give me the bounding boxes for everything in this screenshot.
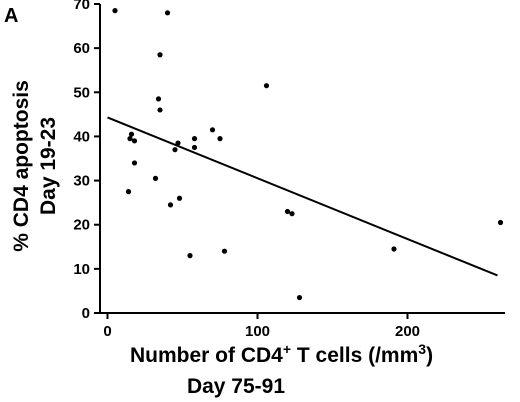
x-tick-label: 100 — [245, 323, 270, 340]
x-axis-title-line2: Day 75-91 — [187, 375, 285, 398]
data-point — [296, 294, 303, 301]
x-axis-title: Number of CD4+ T cells (/mm3) — [130, 341, 433, 367]
data-point — [263, 83, 270, 89]
y-tick-label: 60 — [73, 40, 90, 57]
data-point — [127, 136, 133, 142]
x-axis-title-part3: ) — [426, 344, 433, 367]
y-tick-label: 0 — [82, 305, 90, 322]
data-point — [289, 211, 295, 217]
data-point — [128, 131, 135, 137]
y-tick-label: 50 — [73, 84, 90, 101]
y-tick-label: 70 — [73, 0, 90, 13]
data-point — [221, 248, 228, 254]
x-ticks: 0 100 200 — [103, 313, 420, 340]
data-point — [391, 246, 397, 252]
data-point — [217, 136, 223, 142]
data-point — [172, 147, 178, 153]
x-axis-title-sup2: 3 — [418, 341, 426, 357]
regression-line — [107, 116, 498, 277]
points-layer — [112, 8, 504, 301]
data-point — [187, 253, 193, 259]
panel-label: A — [4, 5, 18, 27]
x-tick-label: 200 — [395, 323, 420, 340]
data-point — [131, 160, 138, 166]
y-tick-label: 40 — [73, 128, 90, 145]
data-point — [164, 10, 171, 16]
data-point — [125, 189, 132, 195]
data-point — [155, 96, 162, 102]
regression-line-layer — [107, 116, 498, 277]
data-point — [152, 175, 159, 181]
x-axis-title-sup: + — [283, 341, 291, 357]
data-point — [112, 8, 118, 14]
data-point — [131, 138, 138, 144]
x-tick-label: 0 — [103, 323, 111, 340]
y-ticks: 0 10 20 30 40 50 60 70 — [73, 0, 100, 322]
data-point — [191, 136, 198, 142]
data-point — [157, 107, 163, 113]
y-axis-title-line2: Day 19-23 — [37, 117, 60, 215]
data-point — [497, 219, 504, 226]
data-point — [209, 127, 216, 133]
data-point — [157, 52, 163, 58]
data-point — [175, 140, 181, 146]
x-axis-title-part1: Number of CD4 — [130, 344, 283, 367]
y-tick-label: 10 — [73, 261, 90, 278]
y-tick-label: 20 — [73, 217, 90, 234]
x-axis-title-part2: T cells (/mm — [291, 344, 418, 367]
data-point — [191, 144, 198, 151]
data-point — [167, 202, 174, 208]
data-point — [284, 208, 291, 215]
y-axis-title-line1: % CD4 apoptosis — [10, 80, 33, 252]
data-point — [176, 195, 183, 201]
y-tick-label: 30 — [73, 173, 90, 190]
